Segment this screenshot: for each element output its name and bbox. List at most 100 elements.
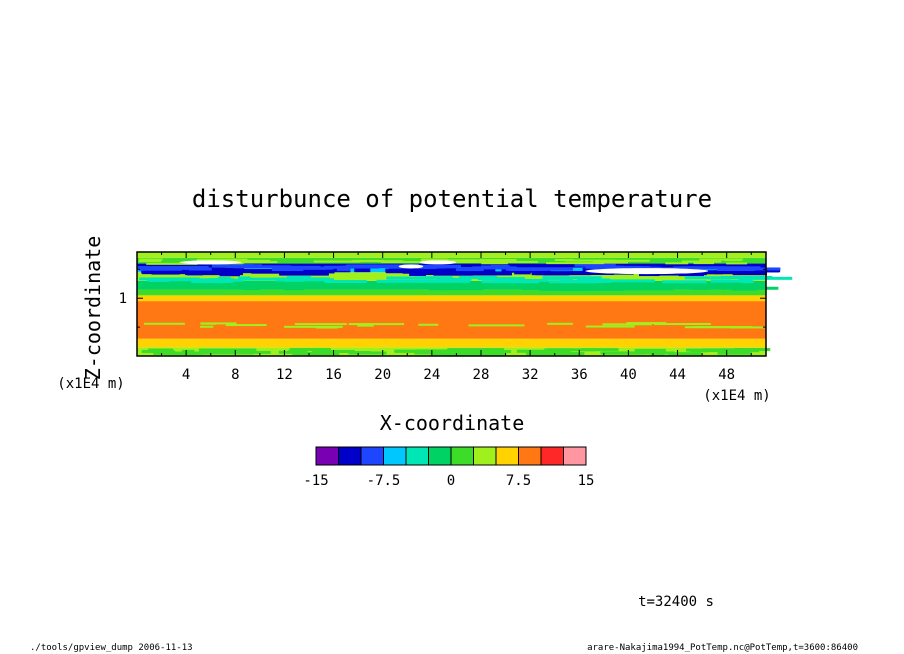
streak bbox=[323, 265, 348, 269]
streak bbox=[732, 271, 767, 276]
streak bbox=[479, 259, 501, 262]
blob bbox=[419, 260, 457, 265]
x-tick-label: 12 bbox=[276, 367, 293, 383]
streak bbox=[665, 262, 689, 265]
streak bbox=[546, 262, 605, 265]
streak bbox=[243, 287, 260, 291]
x-tick-label: 20 bbox=[374, 367, 391, 383]
streak bbox=[513, 260, 538, 263]
colorbar-swatch bbox=[383, 446, 407, 466]
streak bbox=[543, 276, 574, 280]
streak bbox=[239, 277, 292, 281]
streak bbox=[634, 348, 666, 352]
blob bbox=[258, 303, 269, 310]
streak bbox=[626, 322, 667, 325]
colorbar-tick-label: 7.5 bbox=[506, 473, 531, 489]
streak bbox=[303, 266, 334, 270]
colorbar-swatch bbox=[563, 446, 587, 466]
x-axis-unit: (x1E4 m) bbox=[703, 388, 770, 404]
x-tick-label: 16 bbox=[325, 367, 342, 383]
streak bbox=[554, 259, 574, 262]
colorbar-tick-label: 0 bbox=[447, 473, 455, 489]
streak bbox=[139, 258, 163, 261]
band-10 bbox=[137, 252, 766, 258]
streak bbox=[189, 267, 212, 271]
streak bbox=[592, 266, 651, 270]
streak bbox=[731, 287, 757, 291]
x-tick-label: 44 bbox=[669, 367, 686, 383]
colorbar: -15 -7.5 0 7.5 15 bbox=[303, 446, 594, 489]
streak bbox=[644, 285, 705, 289]
streak bbox=[692, 286, 710, 290]
streak bbox=[673, 267, 704, 271]
streak bbox=[313, 260, 361, 263]
plot-frame bbox=[136, 251, 767, 357]
band-3 bbox=[137, 295, 766, 302]
streak bbox=[233, 265, 291, 269]
streak bbox=[148, 348, 174, 352]
streak bbox=[447, 348, 505, 352]
streak bbox=[194, 283, 239, 287]
plot-area: 4 8 12 16 20 24 28 32 36 40 44 48 1 bbox=[119, 251, 793, 383]
streak bbox=[357, 324, 374, 327]
streak bbox=[238, 285, 265, 289]
streak bbox=[284, 266, 300, 270]
colorbar-swatch bbox=[473, 446, 497, 466]
colorbar-swatch bbox=[315, 446, 339, 466]
streak bbox=[165, 351, 211, 355]
streak bbox=[717, 351, 752, 355]
streak bbox=[434, 265, 459, 269]
footer-left: ./tools/gpview_dump 2006-11-13 bbox=[30, 643, 193, 653]
colorbar-swatch bbox=[540, 446, 564, 466]
streak bbox=[455, 268, 484, 272]
streak bbox=[225, 324, 267, 327]
streak bbox=[289, 347, 331, 351]
streak bbox=[598, 259, 650, 262]
streak bbox=[188, 265, 209, 269]
colorbar-swatch bbox=[518, 446, 542, 466]
colorbar-tick-label: -7.5 bbox=[367, 473, 401, 489]
streak bbox=[602, 323, 652, 326]
streak bbox=[547, 322, 573, 325]
streak bbox=[221, 350, 271, 354]
blob bbox=[398, 264, 424, 269]
streak bbox=[200, 325, 214, 328]
streak bbox=[274, 277, 315, 281]
streak bbox=[376, 284, 432, 288]
streak bbox=[562, 284, 603, 288]
streak bbox=[602, 351, 646, 355]
x-tick-label: 24 bbox=[423, 367, 440, 383]
blob bbox=[585, 268, 709, 275]
colorbar-swatch bbox=[360, 446, 384, 466]
streak bbox=[681, 260, 722, 263]
streak bbox=[418, 323, 439, 326]
streak bbox=[710, 283, 738, 287]
x-tick-label: 36 bbox=[571, 367, 588, 383]
streak bbox=[624, 351, 675, 355]
streak bbox=[585, 325, 635, 328]
streak bbox=[417, 276, 443, 280]
streak bbox=[730, 326, 765, 329]
streak bbox=[684, 326, 737, 329]
streak bbox=[481, 262, 508, 265]
streak bbox=[354, 268, 371, 273]
streak bbox=[138, 260, 162, 263]
streak bbox=[720, 276, 773, 280]
colorbar-tick-label: -15 bbox=[303, 473, 328, 489]
streak bbox=[574, 263, 616, 267]
streak bbox=[565, 259, 616, 262]
streak bbox=[209, 278, 234, 282]
streak bbox=[444, 352, 506, 356]
streak bbox=[187, 271, 203, 276]
streak bbox=[611, 284, 638, 288]
streak bbox=[577, 278, 595, 282]
streak bbox=[547, 348, 596, 352]
streak bbox=[192, 280, 230, 284]
streak bbox=[287, 350, 308, 354]
streak bbox=[508, 267, 548, 271]
streak bbox=[283, 287, 305, 291]
x-tick-label: 32 bbox=[522, 367, 539, 383]
streak bbox=[147, 278, 170, 282]
streak bbox=[700, 259, 715, 262]
